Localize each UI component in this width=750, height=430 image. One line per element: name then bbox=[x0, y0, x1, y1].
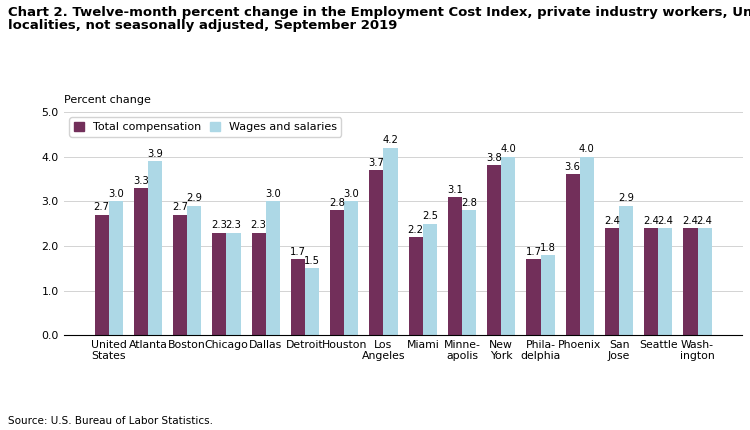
Bar bbox=[226, 233, 241, 335]
Text: 2.4: 2.4 bbox=[682, 216, 698, 226]
Bar bbox=[683, 228, 698, 335]
Bar bbox=[526, 259, 541, 335]
Text: 1.7: 1.7 bbox=[290, 247, 306, 257]
Bar bbox=[462, 210, 476, 335]
Text: 2.7: 2.7 bbox=[172, 203, 188, 212]
Bar bbox=[566, 175, 580, 335]
Bar bbox=[423, 224, 437, 335]
Text: 3.8: 3.8 bbox=[486, 153, 502, 163]
Text: Source: U.S. Bureau of Labor Statistics.: Source: U.S. Bureau of Labor Statistics. bbox=[8, 416, 212, 426]
Text: 2.7: 2.7 bbox=[94, 203, 110, 212]
Text: 2.3: 2.3 bbox=[226, 220, 242, 230]
Text: 3.6: 3.6 bbox=[565, 162, 580, 172]
Text: 3.7: 3.7 bbox=[368, 158, 384, 168]
Bar bbox=[383, 147, 398, 335]
Bar bbox=[266, 201, 280, 335]
Text: localities, not seasonally adjusted, September 2019: localities, not seasonally adjusted, Sep… bbox=[8, 19, 397, 32]
Bar bbox=[94, 215, 109, 335]
Bar bbox=[148, 161, 162, 335]
Text: 2.8: 2.8 bbox=[461, 198, 477, 208]
Bar bbox=[619, 206, 633, 335]
Text: 2.3: 2.3 bbox=[211, 220, 227, 230]
Bar bbox=[188, 206, 201, 335]
Bar bbox=[644, 228, 658, 335]
Text: 2.3: 2.3 bbox=[251, 220, 266, 230]
Text: Percent change: Percent change bbox=[64, 95, 151, 105]
Bar bbox=[487, 166, 501, 335]
Bar bbox=[580, 157, 594, 335]
Bar bbox=[251, 233, 266, 335]
Bar bbox=[409, 237, 423, 335]
Text: 2.5: 2.5 bbox=[422, 212, 438, 221]
Bar bbox=[658, 228, 673, 335]
Text: 2.4: 2.4 bbox=[658, 216, 674, 226]
Text: 3.0: 3.0 bbox=[265, 189, 280, 199]
Bar bbox=[291, 259, 305, 335]
Text: 2.4: 2.4 bbox=[697, 216, 712, 226]
Bar bbox=[134, 188, 148, 335]
Bar bbox=[448, 197, 462, 335]
Text: 4.0: 4.0 bbox=[500, 144, 516, 154]
Bar bbox=[330, 210, 344, 335]
Legend: Total compensation, Wages and salaries: Total compensation, Wages and salaries bbox=[69, 117, 341, 136]
Text: 3.3: 3.3 bbox=[133, 175, 148, 186]
Text: 2.4: 2.4 bbox=[644, 216, 659, 226]
Bar bbox=[305, 268, 320, 335]
Text: 2.2: 2.2 bbox=[408, 225, 424, 235]
Text: 3.1: 3.1 bbox=[447, 184, 463, 194]
Text: 4.0: 4.0 bbox=[579, 144, 595, 154]
Text: 1.8: 1.8 bbox=[540, 243, 556, 253]
Text: 4.2: 4.2 bbox=[382, 135, 398, 145]
Text: 3.0: 3.0 bbox=[344, 189, 359, 199]
Bar bbox=[344, 201, 358, 335]
Bar bbox=[173, 215, 188, 335]
Bar bbox=[605, 228, 619, 335]
Text: Chart 2. Twelve-month percent change in the Employment Cost Index, private indus: Chart 2. Twelve-month percent change in … bbox=[8, 6, 750, 19]
Text: 2.9: 2.9 bbox=[618, 194, 634, 203]
Text: 2.4: 2.4 bbox=[604, 216, 620, 226]
Text: 3.0: 3.0 bbox=[108, 189, 124, 199]
Bar bbox=[212, 233, 226, 335]
Text: 2.9: 2.9 bbox=[186, 194, 202, 203]
Bar bbox=[109, 201, 123, 335]
Bar bbox=[541, 255, 555, 335]
Text: 1.5: 1.5 bbox=[304, 256, 320, 266]
Text: 1.7: 1.7 bbox=[526, 247, 542, 257]
Text: 2.8: 2.8 bbox=[329, 198, 345, 208]
Bar bbox=[698, 228, 712, 335]
Bar bbox=[369, 170, 383, 335]
Bar bbox=[501, 157, 515, 335]
Text: 3.9: 3.9 bbox=[147, 149, 163, 159]
